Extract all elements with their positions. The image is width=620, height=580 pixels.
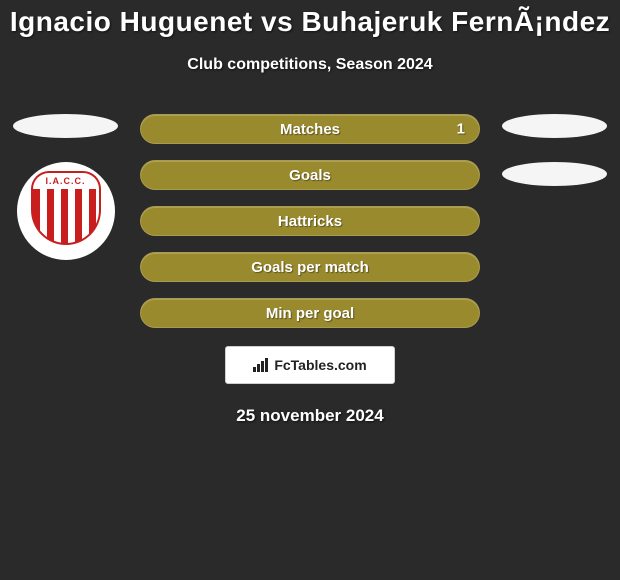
- right-club-silhouette: [502, 162, 607, 186]
- left-club-crest: I.A.C.C.: [17, 162, 115, 260]
- stat-label: Min per goal: [266, 305, 354, 322]
- stat-label: Goals per match: [251, 259, 369, 276]
- stat-label: Hattricks: [278, 213, 342, 230]
- stat-value-right: 1: [457, 121, 465, 138]
- stat-label: Goals: [289, 167, 331, 184]
- subtitle: Club competitions, Season 2024: [0, 56, 620, 74]
- left-player-col: I.A.C.C.: [8, 114, 123, 260]
- crest-stripes: [31, 189, 101, 245]
- stat-bar-matches: Matches 1: [140, 114, 480, 144]
- stat-label: Matches: [280, 121, 340, 138]
- comparison-area: I.A.C.C. Matches 1 Goals Hattricks: [0, 114, 620, 328]
- left-player-silhouette: [13, 114, 118, 138]
- stat-bar-hattricks: Hattricks: [140, 206, 480, 236]
- stat-bar-goals-per-match: Goals per match: [140, 252, 480, 282]
- crest-text: I.A.C.C.: [31, 171, 101, 189]
- chart-icon: [253, 358, 268, 372]
- right-player-col: [497, 114, 612, 210]
- source-logo: FcTables.com: [225, 346, 395, 384]
- stat-bar-goals: Goals: [140, 160, 480, 190]
- page-title: Ignacio Huguenet vs Buhajeruk FernÃ¡ndez: [0, 6, 620, 38]
- logo-label: FcTables.com: [274, 357, 366, 373]
- right-player-silhouette: [502, 114, 607, 138]
- stat-bar-min-per-goal: Min per goal: [140, 298, 480, 328]
- generated-date: 25 november 2024: [0, 406, 620, 426]
- stat-bars: Matches 1 Goals Hattricks Goals per matc…: [140, 114, 480, 328]
